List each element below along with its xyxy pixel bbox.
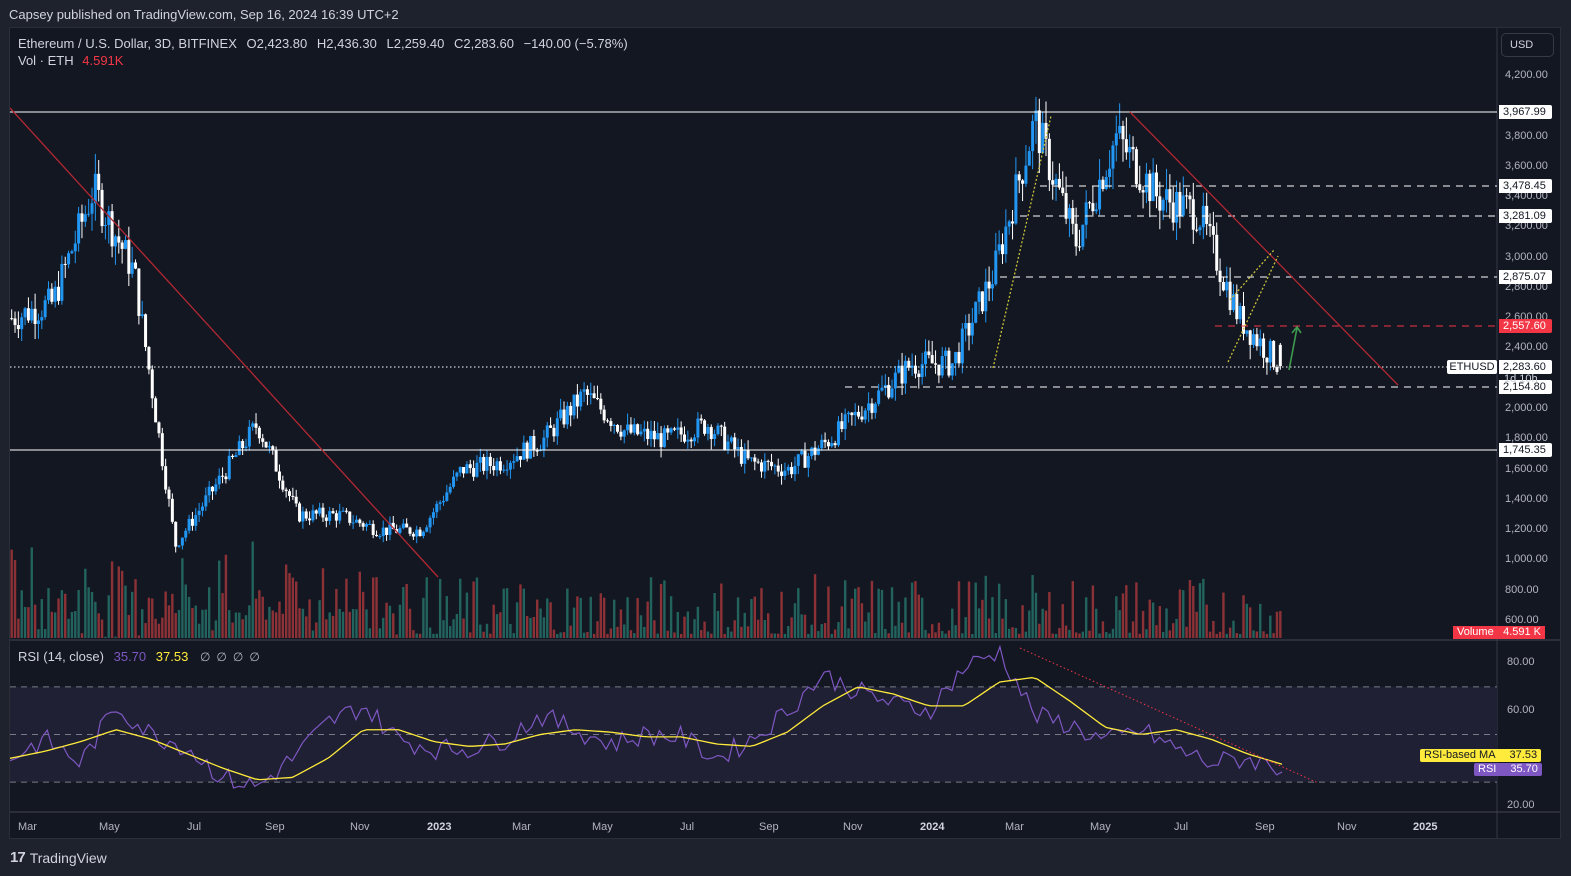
time-tick: Sep [759, 821, 779, 833]
price-tick: 1,000.00 [1505, 553, 1548, 566]
time-tick: May [99, 821, 120, 833]
published-caption: Capsey published on TradingView.com, Sep… [9, 7, 399, 22]
volume-label[interactable]: Vol · ETH [18, 53, 74, 68]
price-tick: 3,000.00 [1505, 250, 1548, 263]
price-tick: 4,200.00 [1505, 69, 1548, 81]
time-tick: Sep [1255, 821, 1275, 833]
price-tick: 600.00 [1505, 613, 1539, 626]
rsi-value: 35.70 [113, 649, 147, 664]
rsi-legend: RSI (14, close) 35.70 37.53 ∅∅∅∅ [18, 649, 266, 664]
time-tick: Nov [1337, 821, 1357, 833]
rsi-value-tag: RSI 35.70 [1474, 763, 1542, 776]
time-tick: Mar [512, 821, 531, 833]
time-tick: Jul [1174, 821, 1189, 833]
rsi-ma-value: 37.53 [155, 649, 189, 664]
time-tick: 2023 [427, 821, 452, 833]
ohlc-open: O2,423.80 [246, 36, 308, 51]
chart-canvas[interactable] [10, 28, 1560, 838]
time-tick: 2025 [1413, 821, 1438, 833]
price-tick: 1,600.00 [1505, 462, 1548, 475]
currency-button[interactable]: USD [1501, 33, 1554, 57]
time-tick: 2024 [920, 821, 945, 833]
tradingview-logo[interactable]: 17 TradingView [10, 849, 107, 866]
price-level-tag: 1,745.35 [1499, 443, 1552, 457]
tradingview-logo-icon: 17 [10, 849, 26, 866]
volume-tag: Volume 4.591 K [1453, 626, 1545, 639]
symbol-tag: ETHUSD [1447, 360, 1497, 374]
bar-countdown: 1d 10h [1504, 373, 1538, 385]
ohlc-close: C2,283.60 [453, 36, 514, 51]
rsi-tick: 20.00 [1507, 799, 1535, 811]
time-tick: May [1090, 821, 1111, 833]
price-tick: 1,200.00 [1505, 523, 1548, 536]
time-tick: Mar [1005, 821, 1024, 833]
price-tick: 2,400.00 [1505, 341, 1548, 354]
volume-value: 4.591K [82, 53, 124, 68]
price-level-tag: 2,557.60 [1499, 319, 1552, 333]
price-level-tag: 3,281.09 [1499, 209, 1552, 223]
ohlc-high: H2,436.30 [316, 36, 377, 51]
price-tick: 1,400.00 [1505, 492, 1548, 505]
rsi-title[interactable]: RSI (14, close) [18, 649, 104, 664]
time-tick: Jul [680, 821, 695, 833]
price-level-tag: 2,283.60 [1499, 360, 1552, 374]
rsi-value-tag: RSI-based MA 37.53 [1420, 749, 1542, 762]
time-tick: Sep [265, 821, 285, 833]
price-level-tag: 2,875.07 [1499, 270, 1552, 284]
time-tick: Nov [350, 821, 370, 833]
rsi-tick: 80.00 [1507, 656, 1535, 668]
price-tick: 3,200.00 [1505, 220, 1548, 233]
price-tick: 2,000.00 [1505, 402, 1548, 414]
price-level-tag: 3,967.99 [1499, 105, 1552, 119]
symbol-description[interactable]: Ethereum / U.S. Dollar, 3D, BITFINEX [18, 36, 237, 51]
ohlc-low: L2,259.40 [386, 36, 445, 51]
tradingview-brand: TradingView [29, 849, 107, 866]
rsi-null-values: ∅∅∅∅ [199, 650, 266, 664]
rsi-tick: 60.00 [1507, 703, 1535, 716]
time-tick: Nov [843, 821, 863, 833]
time-tick: Mar [18, 821, 37, 833]
price-change: −140.00 (−5.78%) [523, 36, 628, 51]
price-level-tag: 2,154.80 [1499, 380, 1552, 394]
price-tick: 3,600.00 [1505, 159, 1548, 172]
price-tick: 3,400.00 [1505, 190, 1548, 203]
main-legend: Ethereum / U.S. Dollar, 3D, BITFINEX O2,… [18, 35, 634, 69]
price-tick: 3,800.00 [1505, 129, 1548, 142]
price-tick: 1,800.00 [1505, 432, 1548, 445]
time-tick: May [592, 821, 613, 833]
time-tick: Jul [187, 821, 202, 833]
price-level-tag: 3,478.45 [1499, 179, 1552, 193]
price-tick: 800.00 [1505, 583, 1539, 596]
